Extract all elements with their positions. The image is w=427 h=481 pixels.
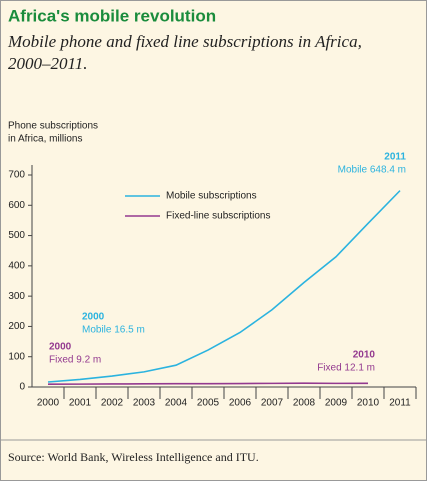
annotation-title: 2010 [353,350,376,361]
series-line [47,190,401,383]
y-tick-label: 0 [19,382,25,393]
annotation-text: Fixed 9.2 m [49,355,101,366]
x-tick-label: 2002 [101,398,124,409]
chart-subtitle: Mobile phone and fixed line subscription… [7,32,362,51]
y-tick-label: 100 [8,351,25,362]
x-tick-label: 2005 [197,398,220,409]
x-tick-label: 2001 [69,398,92,409]
x-tick-label: 2010 [357,398,380,409]
x-tick-label: 2011 [389,398,411,409]
x-tick-label: 2008 [293,398,316,409]
x-tick-label: 2004 [165,398,188,409]
y-axis-label: in Africa, millions [8,134,82,145]
series-line [47,382,369,386]
y-tick-label: 700 [8,170,25,181]
y-tick-label: 200 [8,321,25,332]
x-tick-label: 2009 [325,398,348,409]
y-tick-label: 400 [8,260,25,271]
annotation-text: Mobile 16.5 m [82,325,145,336]
chart-subtitle: 2000–2011. [8,54,88,73]
x-tick-label: 2003 [133,398,156,409]
y-tick-label: 600 [8,200,25,211]
annotation-title: 2000 [49,342,72,353]
y-tick-label: 300 [8,291,25,302]
annotation-text: Fixed 12.1 m [317,363,375,374]
x-tick-label: 2007 [261,398,284,409]
x-tick-label: 2000 [37,398,60,409]
legend-label: Mobile subscriptions [166,191,257,202]
source: Source: World Bank, Wireless Intelligenc… [8,450,259,464]
chart-title: Africa's mobile revolution [8,6,216,25]
x-tick-label: 2006 [229,398,252,409]
annotation-title: 2011 [384,152,406,163]
y-tick-label: 500 [8,230,25,241]
y-axis-label: Phone subscriptions [8,121,98,132]
annotation-title: 2000 [82,312,105,323]
legend-label: Fixed-line subscriptions [166,211,271,222]
annotation-text: Mobile 648.4 m [338,165,406,176]
